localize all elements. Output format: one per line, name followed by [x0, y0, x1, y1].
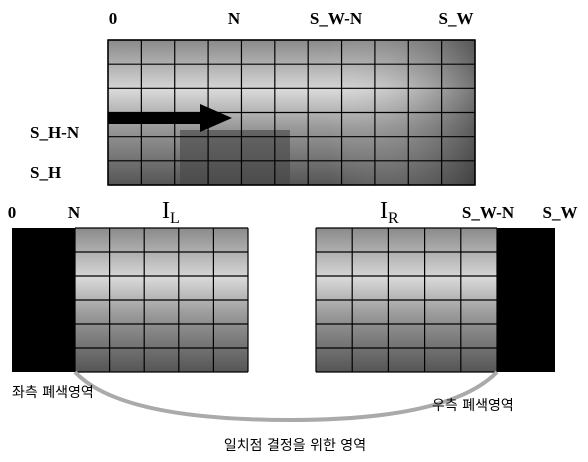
image-name: IL [162, 198, 180, 227]
x-label: 0 [109, 9, 118, 28]
x-label: S_W [439, 9, 474, 28]
label: N [68, 203, 81, 222]
caption: 일치점 결정을 위한 영역 [224, 438, 366, 454]
left-image [12, 228, 248, 372]
y-label: S_H-N [30, 123, 80, 142]
diagram: 0 N S_W-N S_W S_H-N S_H 0 N IL IR S_W-N … [0, 0, 588, 462]
x-label: N [228, 9, 241, 28]
top-image [108, 40, 475, 185]
right-image [316, 228, 555, 372]
caption: 좌측 폐색영역 [12, 385, 94, 401]
label: S_W [543, 203, 578, 222]
label: S_W-N [462, 203, 515, 222]
y-label: S_H [30, 163, 61, 182]
label: 0 [8, 203, 17, 222]
caption: 우측 폐색영역 [432, 398, 514, 414]
x-label: S_W-N [310, 9, 363, 28]
image-name: IR [380, 198, 399, 227]
